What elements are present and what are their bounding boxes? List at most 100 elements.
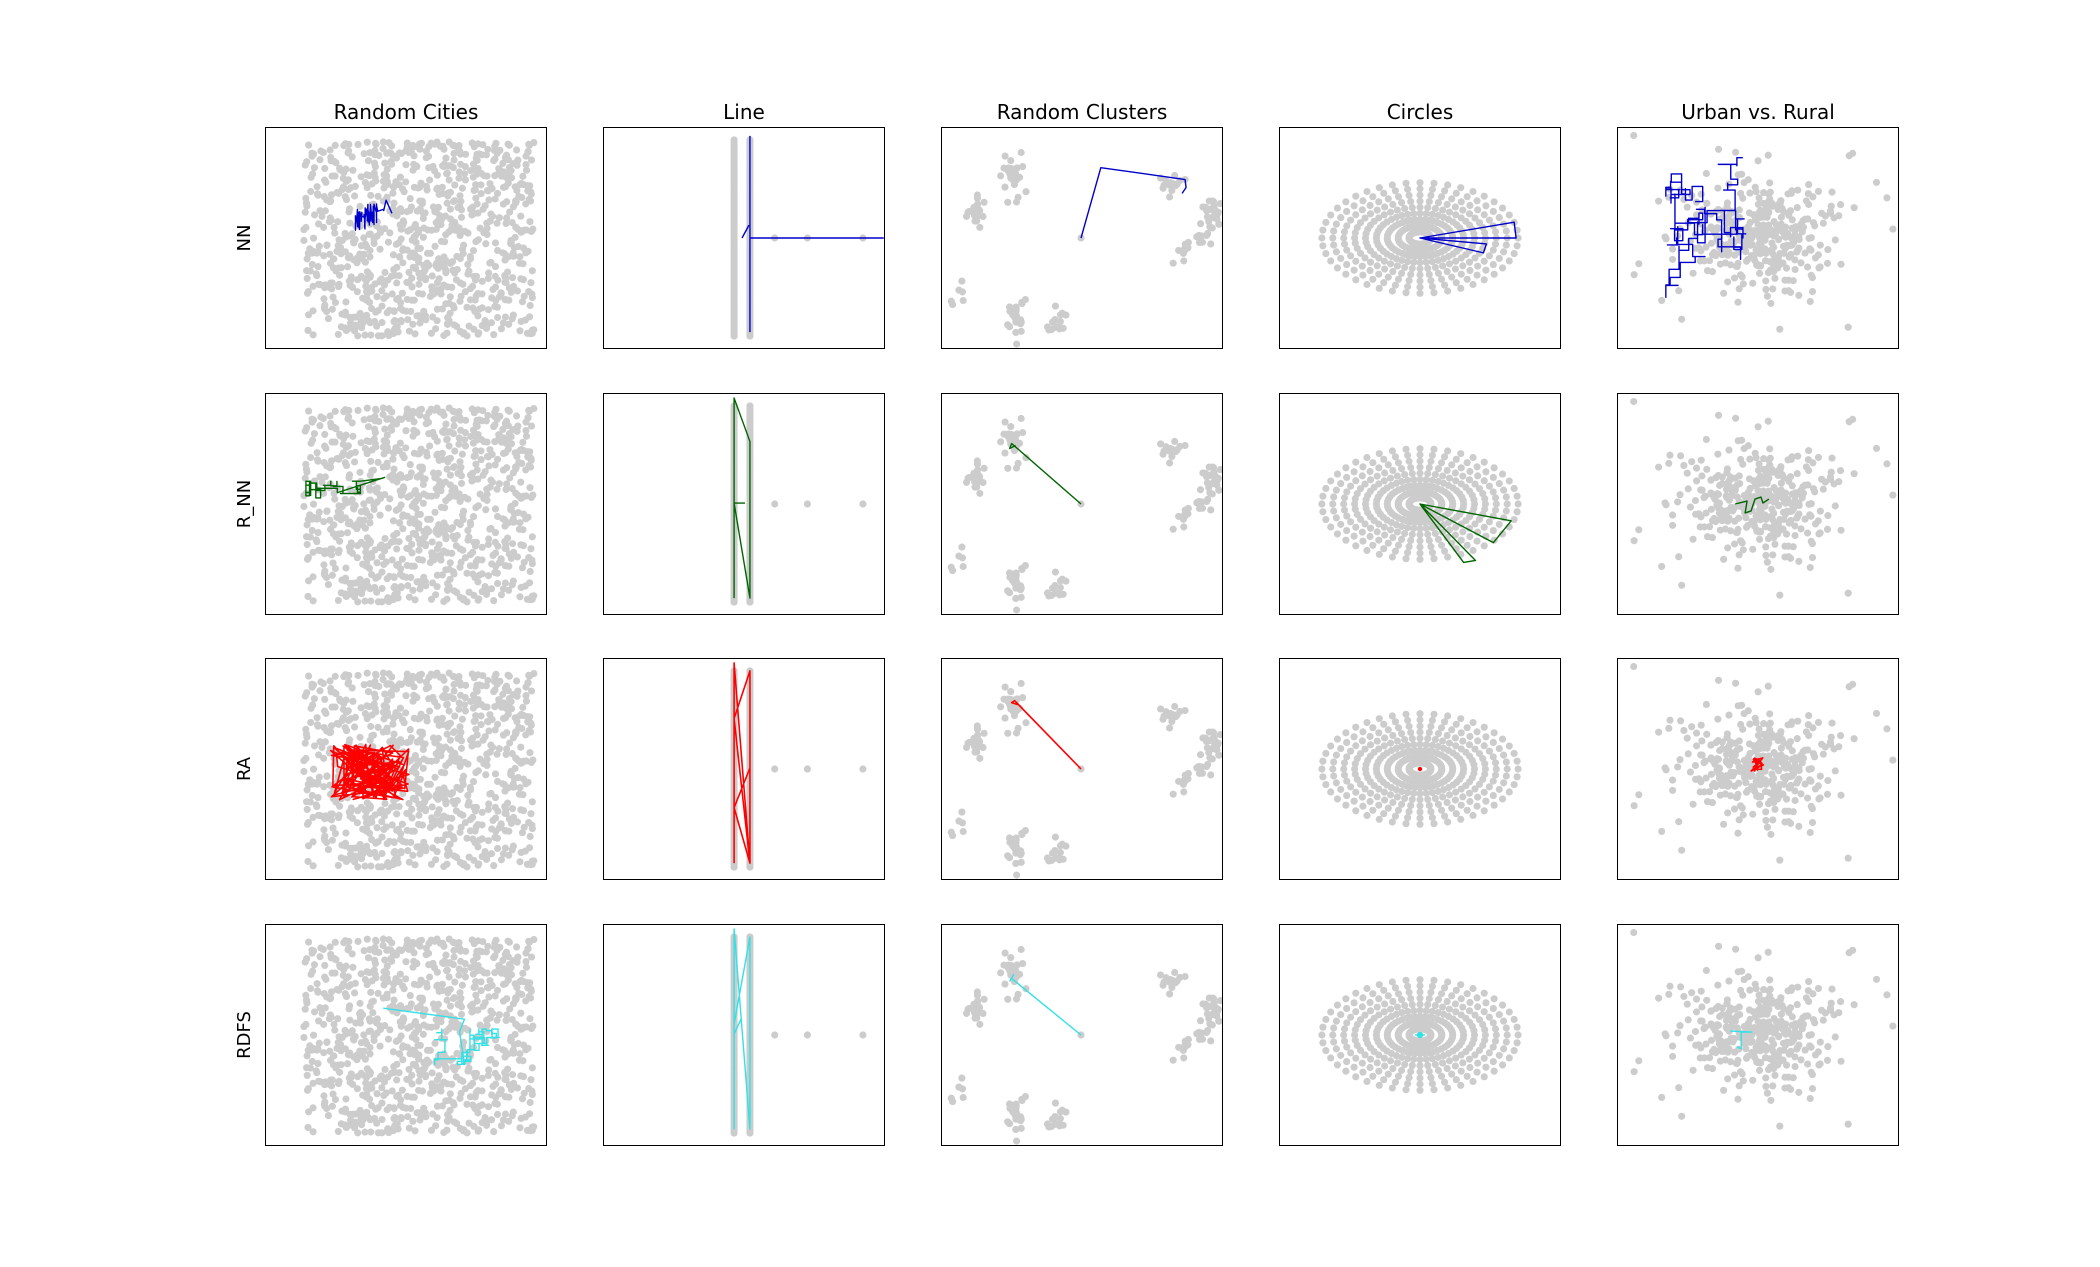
city-point [1337, 520, 1345, 528]
city-point [340, 699, 348, 708]
city-point [303, 255, 311, 263]
city-point [524, 414, 532, 422]
city-point [1437, 459, 1446, 467]
city-point [328, 172, 336, 180]
city-point [1473, 537, 1481, 545]
city-point [1441, 547, 1449, 555]
city-point [1781, 489, 1790, 497]
city-point [344, 176, 352, 184]
city-point [341, 574, 350, 582]
city-point [1739, 280, 1747, 288]
city-point [420, 267, 428, 275]
city-point [391, 316, 399, 325]
city-point [471, 573, 479, 581]
city-point [1766, 445, 1774, 453]
city-point [1480, 477, 1488, 485]
city-point [457, 416, 465, 424]
city-point [1007, 423, 1015, 431]
city-point [472, 725, 480, 733]
city-point [1337, 480, 1345, 488]
city-point [522, 200, 530, 208]
city-point [1505, 477, 1513, 485]
city-point [303, 540, 311, 548]
city-point [1480, 276, 1488, 284]
city-point [1836, 201, 1845, 209]
city-point [450, 463, 458, 471]
city-point [313, 449, 321, 457]
city-point [1809, 485, 1818, 493]
city-point [506, 208, 514, 216]
city-point [514, 687, 522, 695]
city-point [1007, 157, 1015, 165]
city-point [323, 772, 331, 780]
city-point [380, 825, 388, 834]
city-point [302, 223, 310, 232]
city-point [1730, 540, 1739, 548]
city-point [520, 823, 528, 831]
city-point [349, 549, 357, 557]
city-point [1471, 254, 1479, 262]
city-point [313, 537, 321, 546]
city-point [1332, 486, 1340, 494]
city-point [499, 425, 507, 433]
city-point [351, 458, 359, 466]
city-point [1427, 191, 1435, 199]
city-point [426, 442, 434, 450]
city-point [440, 676, 448, 684]
city-point [1801, 215, 1809, 223]
route-r-nn [1008, 442, 1082, 505]
city-point [1872, 178, 1881, 186]
city-point [1369, 275, 1377, 283]
city-point [516, 858, 524, 866]
city-point [364, 157, 373, 165]
city-point [503, 729, 511, 737]
city-point [513, 677, 521, 685]
city-point [1889, 225, 1897, 233]
city-point [526, 484, 534, 492]
city-point [429, 469, 438, 477]
city-point [1702, 435, 1710, 444]
city-point [399, 716, 407, 724]
city-point [1762, 472, 1771, 481]
city-point [327, 197, 335, 205]
city-point [1342, 464, 1350, 472]
city-point [1786, 473, 1795, 481]
city-point [1216, 200, 1222, 208]
city-point [406, 784, 414, 792]
city-point [1408, 264, 1416, 272]
city-point [366, 519, 374, 527]
city-point [1630, 271, 1638, 279]
city-point [347, 539, 355, 547]
city-point [493, 485, 501, 493]
city-point [481, 494, 489, 502]
city-point [443, 701, 451, 709]
city-point [1762, 277, 1770, 285]
city-point [317, 413, 325, 421]
city-point [309, 681, 318, 689]
city-point [454, 227, 462, 235]
city-point [1408, 204, 1416, 212]
city-point [457, 160, 465, 168]
city-point [405, 327, 413, 335]
city-point [1730, 274, 1739, 282]
city-point [1756, 238, 1764, 246]
city-point [502, 827, 510, 835]
city-point [1347, 518, 1355, 526]
city-point [1465, 210, 1474, 218]
city-point [327, 153, 335, 161]
city-point [459, 511, 467, 519]
city-point [1410, 524, 1418, 532]
city-point [473, 170, 481, 178]
city-point [340, 434, 348, 443]
city-point [1405, 191, 1413, 199]
city-point [309, 862, 317, 870]
city-point [1018, 299, 1026, 308]
city-point [1375, 450, 1383, 458]
city-point [381, 159, 389, 167]
city-point [442, 300, 450, 308]
city-point [1805, 234, 1813, 242]
city-point [452, 276, 460, 284]
city-point [1756, 516, 1764, 524]
city-point [502, 540, 510, 548]
city-point [402, 692, 410, 700]
